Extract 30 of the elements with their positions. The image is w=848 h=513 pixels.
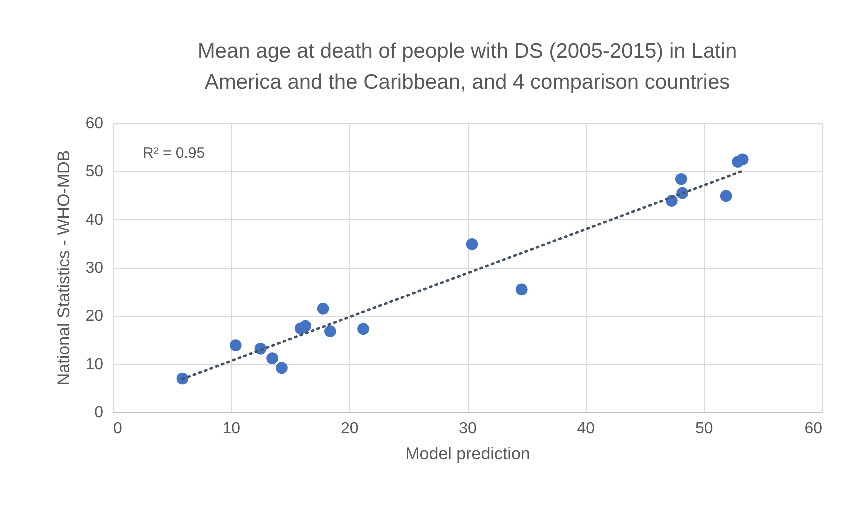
x-tick-label: 60 — [804, 420, 823, 438]
point — [317, 303, 330, 315]
y-tick-label: 30 — [86, 260, 104, 277]
y-tick-label: 40 — [86, 212, 104, 229]
x-tick-label: 40 — [577, 420, 596, 438]
y-tick-label: 60 — [86, 116, 104, 132]
point — [720, 190, 732, 202]
point — [266, 352, 278, 364]
point — [466, 238, 478, 250]
point — [324, 326, 336, 338]
y-axis-title: National Statistics - WHO-MDB — [54, 150, 74, 386]
x-tick-label: 10 — [222, 420, 241, 438]
y-tick-label: 0 — [94, 404, 104, 422]
point — [675, 173, 688, 186]
point — [736, 154, 749, 166]
y-tick-label: 20 — [86, 308, 104, 326]
annotation: R² = 0.95 — [143, 145, 206, 162]
chart-title: Mean age at death of people with DS (2005-2015) in Latin America and the Caribbean, and 4 comparison countries — [198, 40, 738, 94]
y-tick-label: 10 — [86, 356, 104, 374]
point — [358, 323, 370, 336]
y-tick-label: 50 — [86, 164, 104, 181]
x-tick-label: 30 — [459, 420, 477, 438]
point — [276, 362, 288, 374]
x-tick-label: 20 — [340, 420, 359, 438]
x-tick-label: 0 — [114, 420, 122, 438]
point — [300, 320, 312, 332]
x-tick-label: 50 — [695, 420, 714, 438]
point — [516, 284, 528, 296]
point — [230, 340, 242, 352]
x-axis-title: Model prediction — [406, 444, 530, 464]
